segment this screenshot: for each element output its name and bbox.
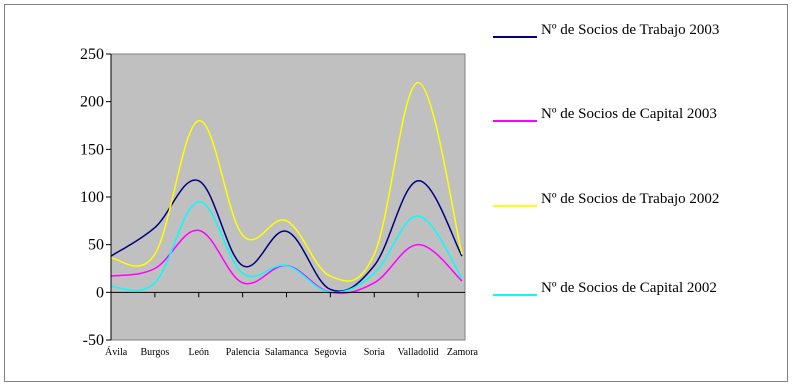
series-line-1 bbox=[110, 179, 463, 292]
x-tick-label: Segovia bbox=[314, 347, 347, 358]
y-tick-label: 50 bbox=[88, 237, 104, 254]
series-line-3 bbox=[110, 81, 463, 282]
legend: Nº de Socios de Trabajo 2003 Nº de Socios… bbox=[493, 22, 719, 296]
x-tick-label: Palencia bbox=[226, 347, 260, 358]
x-tick-label: Salamanca bbox=[265, 347, 309, 358]
x-tick-label: Ávila bbox=[105, 346, 128, 358]
x-tick-label: Valladolid bbox=[398, 347, 439, 358]
y-tick-layer: 250 200 150 100 50 0 -50 bbox=[80, 46, 111, 349]
x-tick-label: Zamora bbox=[447, 347, 479, 358]
y-tick-label: 150 bbox=[80, 141, 104, 158]
legend-label: Nº de Socios de Capital 2002 bbox=[541, 280, 717, 296]
y-tick-label: 100 bbox=[80, 189, 104, 206]
legend-label: Nº de Socios de Trabajo 2002 bbox=[541, 191, 719, 207]
x-tick-layer: Ávila Burgos León Palencia Salamanca Segovia S… bbox=[105, 292, 479, 358]
y-tick-label: 200 bbox=[80, 94, 104, 111]
x-tick-label: Burgos bbox=[141, 347, 170, 358]
y-tick-label: -50 bbox=[83, 332, 104, 349]
y-tick-label: 250 bbox=[80, 46, 104, 63]
series-line-4 bbox=[110, 201, 463, 294]
legend-label: Nº de Socios de Capital 2003 bbox=[541, 106, 717, 122]
y-tick-label: 0 bbox=[96, 284, 104, 301]
plot-area bbox=[110, 53, 466, 341]
x-tick-label: León bbox=[188, 347, 209, 358]
series-layer bbox=[110, 81, 463, 295]
x-tick-label: Soria bbox=[364, 347, 386, 358]
legend-label: Nº de Socios de Trabajo 2003 bbox=[541, 22, 719, 38]
